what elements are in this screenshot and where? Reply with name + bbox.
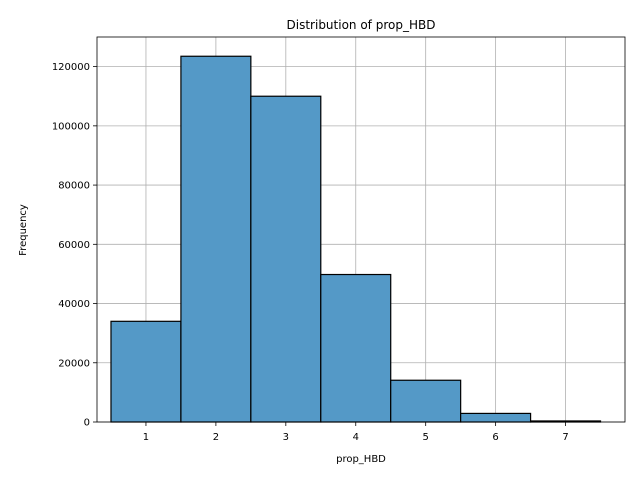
histogram-bar — [320, 273, 392, 423]
x-axis-label: prop_HBD — [336, 454, 386, 465]
y-tick-label: 80000 — [58, 181, 90, 192]
x-tick-label: 1 — [143, 432, 149, 443]
histogram-bar — [390, 379, 462, 423]
y-axis-label: Frequency — [18, 204, 29, 256]
histogram-bar — [250, 95, 322, 423]
x-tick-label: 6 — [492, 432, 498, 443]
y-tick-label: 100000 — [52, 121, 90, 132]
histogram-bars — [110, 55, 602, 423]
x-tick-label: 5 — [423, 432, 429, 443]
y-tick-label: 60000 — [58, 240, 90, 251]
histogram-bar — [110, 320, 182, 423]
x-axis-ticks: 1 2 3 4 5 6 7 — [143, 422, 569, 443]
x-tick-label: 4 — [353, 432, 359, 443]
chart-title: Distribution of prop_HBD — [287, 18, 436, 32]
histogram-bar — [460, 412, 532, 423]
y-tick-label: 0 — [84, 418, 90, 429]
y-tick-label: 20000 — [58, 358, 90, 369]
y-tick-label: 40000 — [58, 299, 90, 310]
y-tick-label: 120000 — [52, 62, 90, 73]
x-tick-label: 7 — [562, 432, 568, 443]
plot-area-frame — [96, 36, 626, 423]
x-tick-label: 2 — [213, 432, 219, 443]
y-axis-ticks: 0 20000 40000 60000 80000 100000 120000 — [52, 62, 97, 429]
histogram-bar — [180, 55, 252, 423]
x-tick-label: 3 — [283, 432, 289, 443]
